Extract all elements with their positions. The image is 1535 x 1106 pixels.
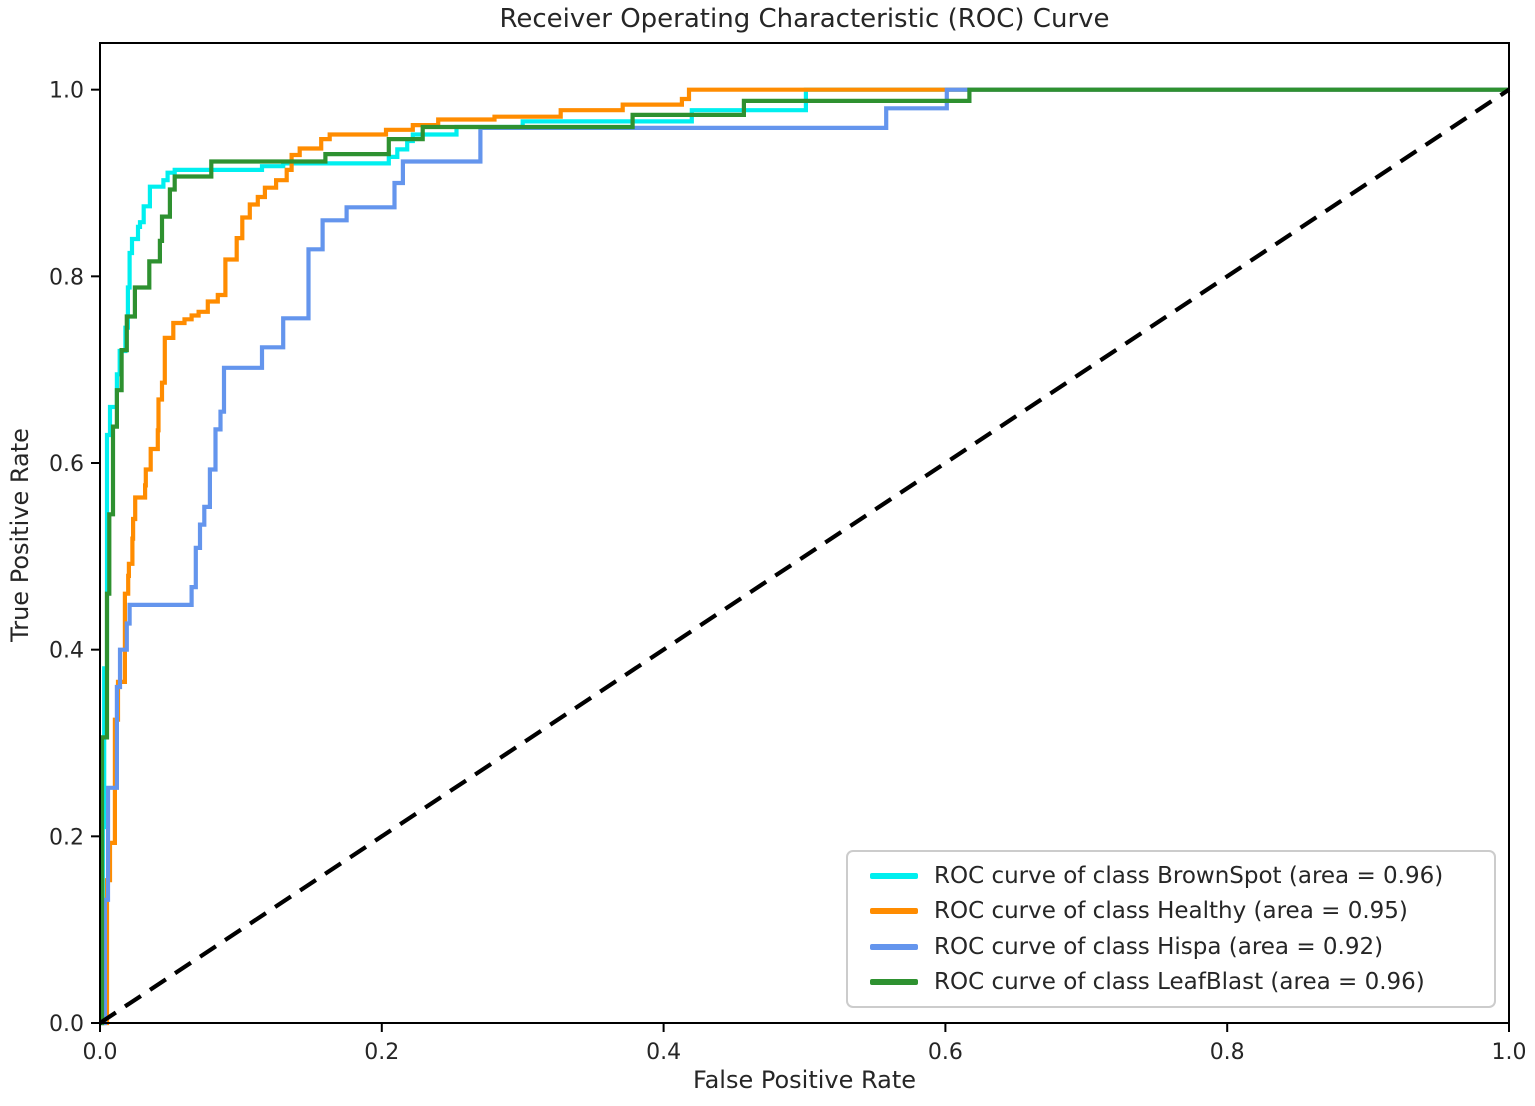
legend-swatch-hispa — [870, 943, 918, 950]
legend-swatch-leafblast — [870, 979, 918, 986]
y-tick-label: 1.0 — [49, 79, 84, 104]
legend-item-brownspot: ROC curve of class BrownSpot (area = 0.9… — [870, 859, 1494, 893]
x-tick-label: 0.4 — [646, 1040, 681, 1065]
x-tick-label: 0.0 — [83, 1040, 118, 1065]
y-tick-label: 0.6 — [49, 452, 84, 477]
legend-swatch-healthy — [870, 908, 918, 915]
y-tick-label: 0.8 — [49, 265, 84, 290]
x-tick-label: 1.0 — [1492, 1040, 1527, 1065]
roc-curve-hispa — [100, 87, 1509, 1026]
legend-label-leafblast: ROC curve of class LeafBlast (area = 0.9… — [934, 969, 1425, 996]
roc-curve-healthy — [100, 87, 1509, 1026]
legend-swatch-brownspot — [870, 872, 918, 879]
x-tick-label: 0.8 — [1210, 1040, 1245, 1065]
chart-title: Receiver Operating Characteristic (ROC) … — [499, 4, 1110, 34]
x-tick-label: 0.2 — [364, 1040, 399, 1065]
chance-diagonal-line — [98, 87, 1511, 1025]
legend-item-healthy: ROC curve of class Healthy (area = 0.95) — [870, 894, 1494, 928]
y-tick-label: 0.2 — [49, 825, 84, 850]
x-axis-label: False Positive Rate — [692, 1066, 917, 1094]
y-tick-label: 0.0 — [49, 1012, 84, 1037]
roc-curve-leafblast — [99, 87, 1509, 1026]
legend-label-healthy: ROC curve of class Healthy (area = 0.95) — [934, 898, 1408, 925]
legend-label-hispa: ROC curve of class Hispa (area = 0.92) — [934, 933, 1384, 960]
legend-item-hispa: ROC curve of class Hispa (area = 0.92) — [870, 930, 1494, 964]
y-tick-label: 0.4 — [49, 639, 84, 664]
legend-item-leafblast: ROC curve of class LeafBlast (area = 0.9… — [870, 965, 1494, 999]
legend-label-brownspot: ROC curve of class BrownSpot (area = 0.9… — [934, 862, 1444, 889]
x-tick-label: 0.6 — [928, 1040, 963, 1065]
legend: ROC curve of class BrownSpot (area = 0.9… — [846, 850, 1496, 1008]
plot-border — [99, 42, 1510, 1024]
